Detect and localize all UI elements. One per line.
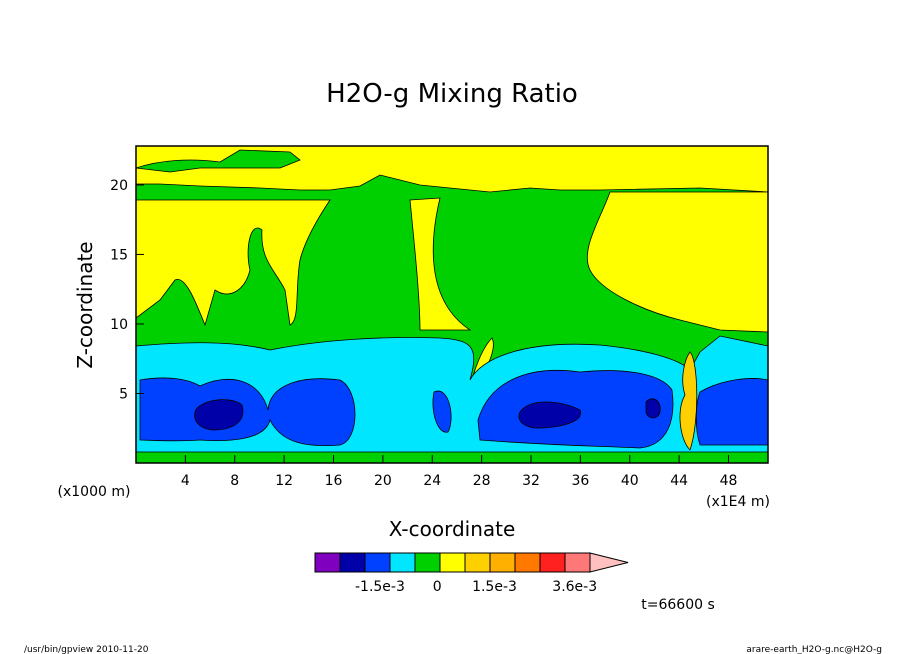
- x-tick-label: 8: [230, 473, 239, 489]
- x-unit-label: (x1000 m): [58, 484, 131, 500]
- x-tick-label: 12: [275, 473, 293, 489]
- colorbar-tick-label: 1.5e-3: [472, 579, 517, 595]
- x-tick-label: 36: [571, 473, 589, 489]
- colorbar-box: [489, 552, 516, 573]
- chart-title: H2O-g Mixing Ratio: [326, 79, 578, 109]
- contour-region: [136, 146, 768, 193]
- colorbar-box: [314, 552, 341, 573]
- colorbar-box: [539, 552, 566, 573]
- colorbar-box: [339, 552, 366, 573]
- x-tick-label: 48: [720, 473, 738, 489]
- x-tick-label: 28: [473, 473, 491, 489]
- contour-region: [432, 390, 452, 433]
- plot-frame: [135, 145, 769, 464]
- colorbar-box: [464, 552, 491, 573]
- y-tick-label: 5: [119, 386, 128, 402]
- x-tick-label: 16: [325, 473, 343, 489]
- x-tick-label: 32: [522, 473, 540, 489]
- colorbar-tick-label: 3.6e-3: [552, 579, 597, 595]
- colorbar-box: [439, 552, 466, 573]
- footer: arare-earth_H2O-g.nc@H2O-g: [746, 645, 882, 654]
- colorbar-tick-label: -1.5e-3: [355, 579, 405, 595]
- colorbar-box: [564, 552, 591, 573]
- x-unit-label: (x1E4 m): [706, 494, 770, 510]
- contour-region: [139, 377, 356, 446]
- contour-field: [136, 146, 768, 463]
- annotation: t=66600 s: [641, 597, 715, 613]
- colorbar-box: [414, 552, 441, 573]
- x-tick-label: 44: [670, 473, 688, 489]
- contour-region: [679, 351, 698, 451]
- y-tick-label: 20: [110, 178, 128, 194]
- x-tick-label: 40: [621, 473, 639, 489]
- y-tick-label: 15: [110, 247, 128, 263]
- x-axis-label: X-coordinate: [389, 517, 516, 541]
- contour-region: [409, 197, 472, 331]
- colorbar-box: [364, 552, 391, 573]
- y-axis-label: Z-coordinate: [73, 241, 97, 368]
- colorbar-box: [389, 552, 416, 573]
- footer: /usr/bin/gpview 2010-11-20: [24, 645, 149, 654]
- x-tick-label: 24: [423, 473, 441, 489]
- y-tick-label: 10: [110, 317, 128, 333]
- contour-region: [518, 401, 581, 429]
- contour-region: [695, 378, 768, 446]
- contour-region: [586, 191, 768, 333]
- contour-region: [645, 398, 661, 419]
- colorbar-extend: [589, 552, 629, 573]
- contour-region: [136, 199, 331, 327]
- x-tick-label: 20: [374, 473, 392, 489]
- colorbar-box: [514, 552, 541, 573]
- contour-region: [136, 149, 301, 173]
- colorbar-tick-label: 0: [433, 579, 442, 595]
- x-tick-label: 4: [181, 473, 190, 489]
- contour-region: [194, 399, 244, 431]
